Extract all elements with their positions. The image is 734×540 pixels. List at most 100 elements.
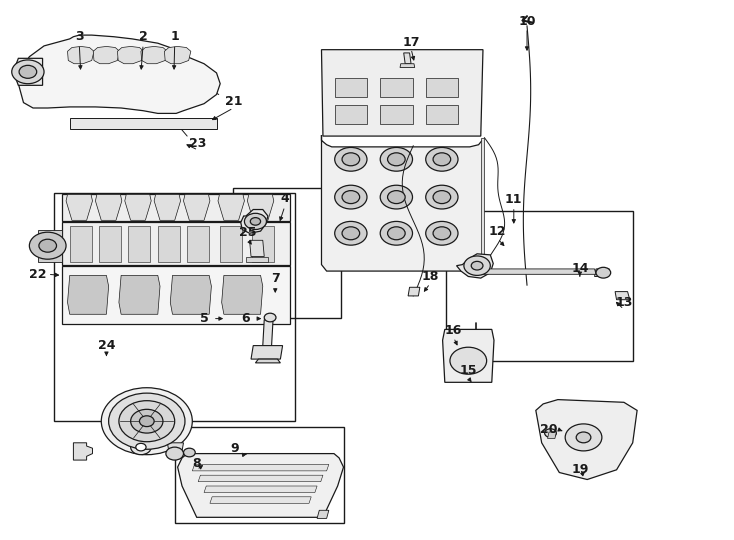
Polygon shape — [62, 266, 290, 324]
Polygon shape — [119, 275, 160, 314]
Text: 25: 25 — [239, 226, 257, 239]
Circle shape — [39, 239, 57, 252]
Circle shape — [139, 416, 154, 427]
Circle shape — [433, 227, 451, 240]
Polygon shape — [192, 464, 329, 471]
Circle shape — [426, 221, 458, 245]
Circle shape — [388, 227, 405, 240]
Text: 15: 15 — [459, 364, 477, 377]
Circle shape — [426, 147, 458, 171]
Polygon shape — [62, 194, 290, 221]
Polygon shape — [70, 226, 92, 262]
Polygon shape — [251, 346, 283, 359]
Text: 21: 21 — [225, 95, 242, 108]
Polygon shape — [198, 475, 323, 482]
Circle shape — [101, 388, 192, 455]
Polygon shape — [481, 138, 484, 269]
Circle shape — [119, 401, 175, 442]
Polygon shape — [457, 254, 493, 278]
Polygon shape — [400, 64, 415, 68]
Polygon shape — [70, 118, 217, 129]
Polygon shape — [218, 194, 244, 220]
Polygon shape — [68, 275, 109, 314]
Text: 2: 2 — [139, 30, 148, 43]
Polygon shape — [321, 50, 483, 136]
Polygon shape — [18, 35, 220, 113]
Polygon shape — [426, 78, 458, 97]
Circle shape — [433, 153, 451, 166]
Polygon shape — [317, 510, 329, 518]
Polygon shape — [170, 275, 211, 314]
Circle shape — [136, 443, 146, 451]
Text: 22: 22 — [29, 268, 47, 281]
Circle shape — [565, 424, 602, 451]
Circle shape — [380, 185, 413, 209]
Polygon shape — [404, 53, 411, 64]
Text: 18: 18 — [421, 270, 439, 283]
Polygon shape — [252, 226, 274, 262]
Polygon shape — [38, 253, 62, 262]
Text: 13: 13 — [615, 296, 633, 309]
Circle shape — [250, 218, 261, 225]
Polygon shape — [443, 329, 494, 382]
Text: 11: 11 — [505, 193, 523, 206]
Polygon shape — [426, 105, 458, 124]
Polygon shape — [128, 226, 150, 262]
Circle shape — [388, 191, 405, 204]
Polygon shape — [66, 194, 92, 220]
Circle shape — [264, 313, 276, 322]
Polygon shape — [477, 269, 596, 274]
Text: 19: 19 — [571, 463, 589, 476]
Text: 12: 12 — [489, 225, 506, 238]
Circle shape — [335, 221, 367, 245]
Polygon shape — [408, 287, 420, 296]
Polygon shape — [321, 135, 483, 271]
Circle shape — [29, 232, 66, 259]
Polygon shape — [536, 400, 637, 480]
Circle shape — [433, 191, 451, 204]
Polygon shape — [141, 46, 167, 64]
Circle shape — [471, 261, 483, 270]
Circle shape — [12, 60, 44, 84]
Polygon shape — [615, 292, 630, 300]
Circle shape — [244, 213, 266, 230]
Polygon shape — [210, 497, 311, 503]
Bar — [446, 211, 633, 361]
Circle shape — [335, 147, 367, 171]
Circle shape — [596, 267, 611, 278]
Text: 4: 4 — [280, 192, 289, 205]
Polygon shape — [263, 320, 273, 346]
Bar — [233, 188, 341, 318]
Circle shape — [342, 227, 360, 240]
Text: 5: 5 — [200, 312, 208, 325]
Text: 9: 9 — [230, 442, 239, 455]
Text: 17: 17 — [402, 36, 420, 49]
Circle shape — [109, 393, 185, 449]
Polygon shape — [164, 46, 191, 64]
Polygon shape — [125, 194, 151, 220]
Circle shape — [388, 153, 405, 166]
Polygon shape — [247, 194, 274, 220]
Circle shape — [19, 65, 37, 78]
Polygon shape — [204, 486, 317, 492]
Text: 16: 16 — [445, 324, 462, 337]
Bar — [175, 427, 344, 523]
Polygon shape — [117, 46, 144, 64]
Polygon shape — [335, 78, 367, 97]
Circle shape — [342, 153, 360, 166]
Text: 6: 6 — [241, 312, 250, 325]
Polygon shape — [241, 210, 268, 233]
Polygon shape — [13, 58, 43, 85]
Polygon shape — [158, 226, 180, 262]
Text: 20: 20 — [540, 423, 558, 436]
Polygon shape — [187, 226, 209, 262]
Text: 7: 7 — [271, 272, 280, 285]
Circle shape — [380, 221, 413, 245]
Text: 24: 24 — [98, 339, 115, 352]
Polygon shape — [62, 222, 290, 265]
Circle shape — [450, 347, 487, 374]
Text: 14: 14 — [571, 262, 589, 275]
Polygon shape — [595, 269, 609, 276]
Polygon shape — [246, 256, 268, 262]
Polygon shape — [548, 432, 556, 438]
